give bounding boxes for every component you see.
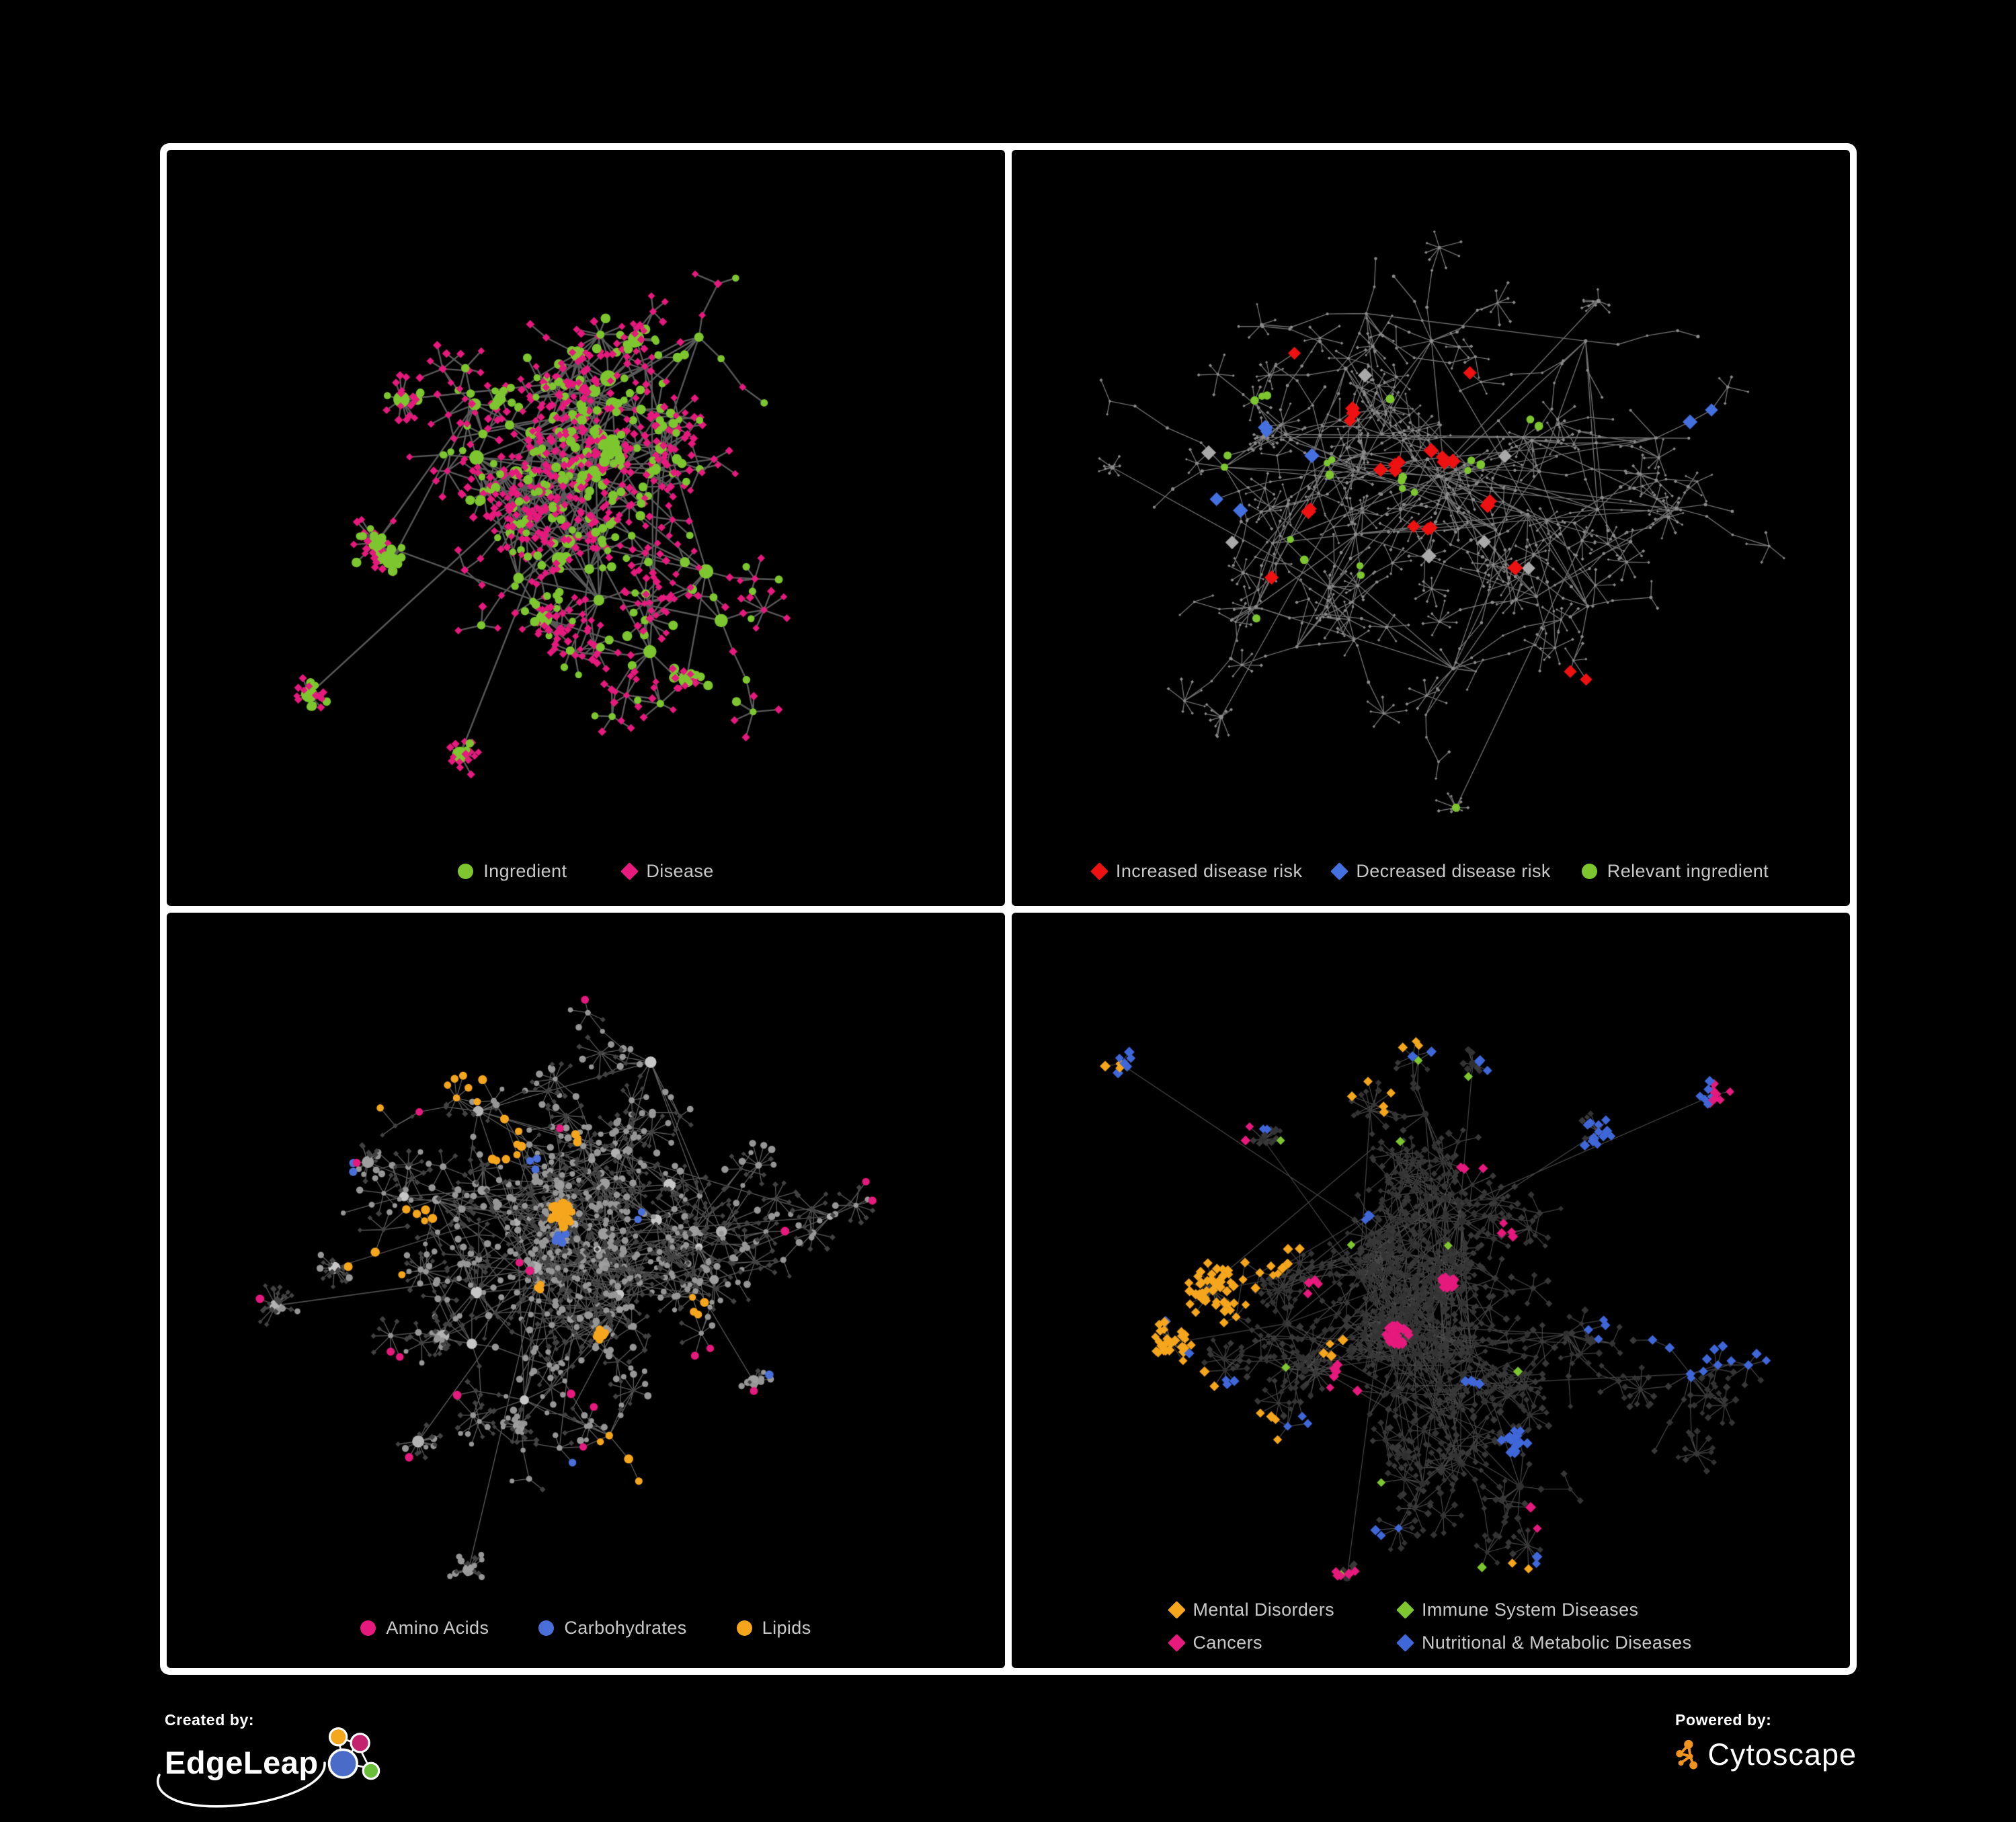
legend-disease-categories: Mental Disorders Immune System Diseases Ca… bbox=[1012, 1600, 1850, 1653]
network-canvas-disease-categories bbox=[1012, 912, 1850, 1668]
circle-marker bbox=[1581, 863, 1597, 879]
edgeleap-logo-icon bbox=[327, 1727, 380, 1780]
panel-ingredient-disease: Ingredient Disease bbox=[167, 150, 1005, 906]
network-canvas-disease-risk bbox=[1012, 150, 1850, 906]
legend-label: Lipids bbox=[762, 1618, 811, 1638]
edgeleap-logo-row: EdgeLeap bbox=[157, 1727, 387, 1808]
legend-item-mental: Mental Disorders bbox=[1167, 1600, 1334, 1620]
panel-disease-risk: Increased disease risk Decreased disease … bbox=[1012, 150, 1850, 906]
circle-marker bbox=[360, 1620, 376, 1636]
panel-grid: Ingredient Disease Increased disease risk… bbox=[160, 143, 1857, 1675]
legend-item-amino: Amino Acids bbox=[360, 1618, 489, 1639]
circle-marker bbox=[458, 863, 474, 879]
panel-disease-categories: Mental Disorders Immune System Diseases Ca… bbox=[1012, 912, 1850, 1668]
circle-marker bbox=[538, 1620, 555, 1636]
legend-label: Mental Disorders bbox=[1193, 1600, 1334, 1620]
legend-ingredient-disease: Ingredient Disease bbox=[167, 861, 1005, 882]
legend-label: Decreased disease risk bbox=[1356, 860, 1551, 881]
diamond-marker bbox=[1167, 1634, 1186, 1652]
cytoscape-logo-text: Cytoscape bbox=[1707, 1737, 1857, 1772]
legend-label: Relevant ingredient bbox=[1607, 860, 1769, 881]
powered-by-label: Powered by: bbox=[1675, 1711, 1772, 1729]
legend-item-immune: Immune System Diseases bbox=[1396, 1600, 1691, 1620]
legend-item-increased: Increased disease risk bbox=[1090, 860, 1303, 882]
legend-item-relevant: Relevant ingredient bbox=[1581, 860, 1769, 882]
network-canvas-nutrient-categories bbox=[167, 912, 1005, 1668]
legend-label: Carbohydrates bbox=[564, 1618, 687, 1638]
cytoscape-branding: Powered by: Cytoscape bbox=[1675, 1711, 1857, 1776]
panel-nutrient-categories: Amino Acids Carbohydrates Lipids bbox=[167, 912, 1005, 1668]
legend-label: Immune System Diseases bbox=[1422, 1600, 1639, 1620]
diamond-marker bbox=[1396, 1601, 1414, 1619]
legend-item-nutri: Nutritional & Metabolic Diseases bbox=[1396, 1632, 1692, 1653]
legend-item-carb: Carbohydrates bbox=[538, 1618, 686, 1639]
legend-item-disease: Disease bbox=[620, 860, 714, 882]
legend-item-ingredient: Ingredient bbox=[458, 861, 567, 882]
circle-marker bbox=[736, 1620, 752, 1636]
edgeleap-logo-text: EdgeLeap bbox=[165, 1745, 319, 1780]
diamond-marker bbox=[1396, 1634, 1414, 1652]
legend-item-cancer: Cancers bbox=[1167, 1632, 1334, 1653]
legend-label: Increased disease risk bbox=[1115, 860, 1303, 881]
network-canvas-ingredient-disease bbox=[167, 150, 1005, 906]
legend-item-decreased: Decreased disease risk bbox=[1330, 860, 1551, 882]
legend-label: Ingredient bbox=[483, 860, 567, 881]
cytoscape-logo-row: Cytoscape bbox=[1675, 1732, 1857, 1776]
legend-label: Nutritional & Metabolic Diseases bbox=[1422, 1632, 1692, 1653]
diamond-marker bbox=[1167, 1601, 1186, 1619]
cytoscape-logo-icon bbox=[1676, 1739, 1698, 1770]
diamond-marker bbox=[1330, 862, 1349, 880]
legend-label: Amino Acids bbox=[386, 1618, 489, 1638]
legend-label: Disease bbox=[646, 860, 714, 881]
diamond-marker bbox=[1090, 862, 1108, 880]
legend-label: Cancers bbox=[1193, 1632, 1262, 1653]
edgeleap-branding: Created by: EdgeLeap bbox=[157, 1711, 387, 1808]
legend-nutrient-categories: Amino Acids Carbohydrates Lipids bbox=[167, 1618, 1005, 1639]
diamond-marker bbox=[620, 862, 639, 880]
legend-disease-risk: Increased disease risk Decreased disease … bbox=[1012, 861, 1850, 882]
created-by-label: Created by: bbox=[165, 1711, 255, 1729]
legend-item-lipid: Lipids bbox=[736, 1618, 811, 1639]
